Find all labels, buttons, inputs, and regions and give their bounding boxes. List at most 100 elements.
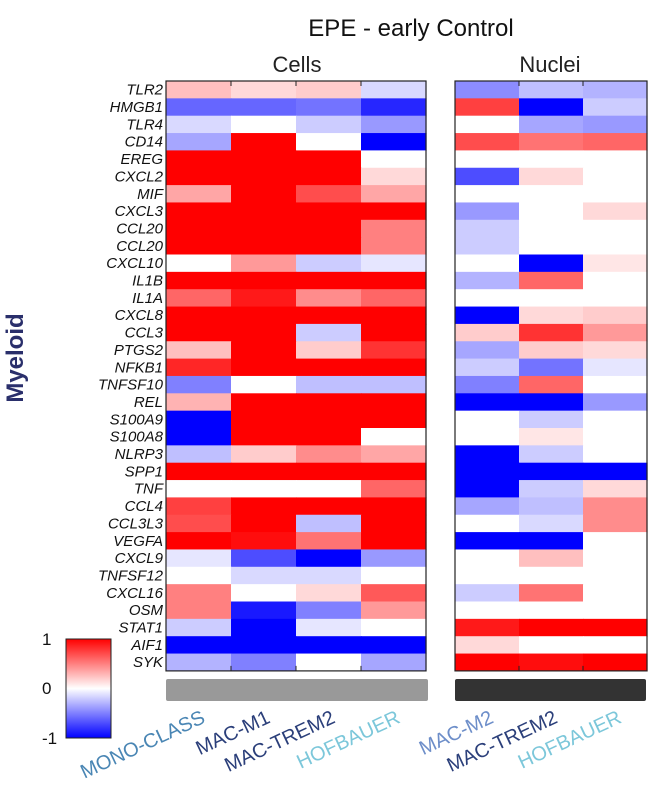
heatmap-cell (583, 167, 648, 186)
heatmap-cell (361, 618, 427, 637)
heatmap-cell (166, 549, 232, 568)
gene-label: SYK (133, 654, 164, 671)
heatmap-cell (296, 480, 362, 498)
heatmap-cell (455, 618, 520, 637)
heatmap-cell (583, 358, 648, 377)
colorbar-tick-label: 0 (42, 679, 51, 698)
heatmap-cell (519, 445, 584, 464)
heatmap-cell (166, 167, 232, 186)
heatmap-cell (361, 202, 427, 221)
heatmap-cell (361, 254, 427, 273)
heatmap-cell (166, 133, 232, 151)
heatmap-cell (296, 393, 362, 412)
gene-label: TNF (134, 481, 164, 498)
panel-frame (454, 80, 648, 672)
heatmap-cell (361, 358, 427, 377)
heatmap-cell (296, 219, 362, 238)
heatmap-cell (166, 584, 232, 603)
heatmap-cell (296, 306, 362, 325)
gene-label: OSM (129, 602, 164, 619)
gene-label: CCL4 (125, 498, 163, 515)
gene-label: TLR2 (126, 82, 163, 99)
heatmap-cell (166, 81, 232, 99)
gene-label: AIF1 (130, 637, 163, 654)
heatmap-cell (519, 532, 584, 551)
heatmap-cell (519, 618, 584, 637)
heatmap-cell (583, 497, 648, 516)
heatmap-cell (583, 271, 648, 290)
heatmap-cell (519, 115, 584, 134)
heatmap-cell (583, 618, 648, 637)
heatmap-cell (231, 358, 297, 377)
heatmap-cell (166, 341, 232, 360)
heatmap-cell (296, 584, 362, 603)
heatmap-cell (361, 497, 427, 516)
heatmap-cell (455, 219, 520, 238)
heatmap-cell (361, 584, 427, 603)
heatmap-cell (231, 150, 297, 169)
panel-title-cells: Cells (273, 52, 322, 77)
heatmap-cell (231, 393, 297, 412)
gene-label: CXCL2 (115, 168, 164, 185)
heatmap-cell (583, 150, 648, 169)
heatmap-cell (583, 549, 648, 568)
gene-label: CCL20 (116, 220, 163, 237)
heatmap-cell (296, 133, 362, 151)
gene-label: TNFSF10 (98, 377, 164, 394)
heatmap-cell (231, 375, 297, 394)
heatmap-cell (296, 115, 362, 134)
heatmap-cell (519, 375, 584, 394)
gene-label: CXCL8 (115, 307, 164, 324)
heatmap-cell (361, 115, 427, 134)
heatmap-cell (231, 428, 297, 446)
gene-label: CXCL3 (115, 203, 164, 220)
heatmap-cell (583, 375, 648, 394)
heatmap-cell (296, 81, 362, 99)
heatmap-cell (166, 514, 232, 533)
heatmap-cell (361, 514, 427, 533)
heatmap-cell (231, 410, 297, 429)
heatmap-cell (455, 584, 520, 603)
heatmap-cell (455, 497, 520, 516)
heatmap-cell (361, 532, 427, 551)
heatmap-cell (519, 341, 584, 360)
heatmap-cell (455, 115, 520, 134)
heatmap-cell (455, 167, 520, 186)
heatmap-cell (583, 514, 648, 533)
gene-label: CXCL10 (106, 255, 163, 272)
colorbar-tick-label: -1 (42, 729, 57, 748)
heatmap-cell (231, 341, 297, 360)
heatmap-cell (361, 601, 427, 620)
heatmap-cell (361, 445, 427, 464)
heatmap-cell (296, 497, 362, 516)
heatmap-cell (361, 81, 427, 99)
heatmap-cell (231, 271, 297, 290)
heatmap-cell (231, 584, 297, 603)
heatmap-cell (296, 237, 362, 256)
heatmap-cell (231, 306, 297, 325)
gene-label: S100A8 (110, 429, 164, 446)
heatmap-cell (583, 532, 648, 551)
heatmap-cell (166, 185, 232, 204)
gene-label: VEGFA (113, 533, 163, 550)
heatmap-cell (166, 150, 232, 169)
gene-label: CXCL16 (106, 585, 163, 602)
heatmap-cell (519, 514, 584, 533)
panel-title-nuclei: Nuclei (519, 52, 580, 77)
gene-label: CXCL9 (115, 550, 164, 567)
colorbar-tick-label: 1 (42, 630, 51, 649)
heatmap-cell (361, 480, 427, 498)
heatmap-cell (455, 393, 520, 412)
heatmap-cell (583, 462, 648, 481)
heatmap-cell (519, 150, 584, 169)
heatmap-cell (296, 653, 362, 672)
heatmap-cell (583, 115, 648, 134)
heatmap-cell (166, 410, 232, 429)
colorbar-gradient (65, 638, 112, 739)
heatmap-cell (519, 566, 584, 585)
heatmap-cell (455, 480, 520, 498)
heatmap-cell (455, 98, 520, 117)
heatmap-cell (361, 653, 427, 672)
heatmap-cell (166, 306, 232, 325)
